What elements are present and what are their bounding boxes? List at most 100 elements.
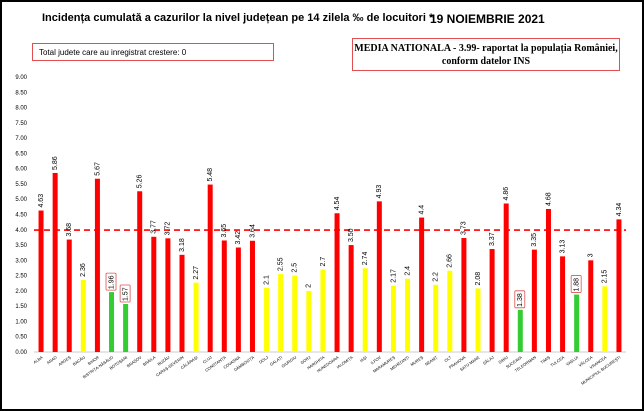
category-label: SĂLAJ bbox=[482, 355, 495, 366]
value-label: 3.72 bbox=[165, 222, 172, 236]
bar bbox=[292, 275, 298, 352]
category-label: BRĂILA bbox=[142, 355, 157, 367]
y-tick-label: 8.50 bbox=[15, 90, 27, 96]
bar bbox=[405, 278, 411, 352]
value-label: 3.50 bbox=[348, 228, 355, 242]
value-label: 5.67 bbox=[94, 162, 101, 176]
value-label: 3.42 bbox=[235, 231, 242, 245]
bar bbox=[475, 288, 481, 352]
value-label: 4.63 bbox=[38, 194, 45, 208]
bar bbox=[151, 236, 157, 352]
bar bbox=[249, 240, 255, 352]
bar bbox=[123, 304, 129, 352]
value-label: 3.37 bbox=[489, 232, 496, 246]
value-label: 3.13 bbox=[559, 240, 566, 254]
chart-axes: 0.00 0.50 1.00 1.50 2.00 2.50 3.00 3.50 4.00 4.50… bbox=[15, 75, 626, 356]
category-label: OLT bbox=[443, 354, 452, 363]
category-label: SIBIU bbox=[497, 355, 509, 365]
y-tick-label: 6.00 bbox=[15, 167, 27, 173]
category-label: GIURGIU bbox=[280, 355, 297, 369]
category-label: ARAD bbox=[46, 355, 58, 366]
bar bbox=[179, 254, 185, 352]
value-label: 2.5 bbox=[292, 263, 299, 273]
bar bbox=[334, 213, 340, 352]
bar bbox=[588, 260, 594, 352]
growth-summary-box: Total judete care au inregistrat crester… bbox=[32, 43, 274, 61]
value-label: 1.96 bbox=[108, 275, 115, 289]
bar bbox=[362, 268, 368, 352]
y-tick-label: 7.00 bbox=[15, 136, 27, 142]
category-label: DOLJ bbox=[258, 355, 269, 365]
bar bbox=[278, 274, 284, 352]
category-label: NEAMȚ bbox=[424, 354, 439, 366]
chart-value-labels: 4.63 5.86 3.68 2.36 5.67 1.96 1.57 5.26 3.77 3.72… bbox=[38, 156, 623, 309]
value-label: 3.77 bbox=[151, 220, 158, 234]
category-label: IALOMIȚA bbox=[336, 355, 354, 370]
bar bbox=[193, 282, 199, 352]
value-label-box bbox=[105, 272, 117, 291]
value-label: 2.27 bbox=[193, 266, 200, 280]
bar bbox=[221, 240, 227, 352]
category-label: BUZĂU bbox=[157, 355, 171, 367]
bar bbox=[94, 178, 100, 352]
bar bbox=[52, 172, 58, 352]
value-label: 1.38 bbox=[517, 293, 524, 307]
value-label: 2.2 bbox=[433, 272, 440, 282]
bar bbox=[545, 209, 551, 352]
y-tick-label: 7.50 bbox=[15, 121, 27, 127]
y-tick-label: 1.00 bbox=[15, 319, 27, 325]
value-label: 4.86 bbox=[503, 187, 510, 201]
category-label: TIMIȘ bbox=[539, 355, 551, 365]
bar bbox=[66, 239, 72, 352]
value-label: 2.17 bbox=[390, 269, 397, 283]
value-label: 2.66 bbox=[447, 254, 454, 268]
bar bbox=[348, 245, 354, 352]
category-label: MUREȘ bbox=[409, 355, 424, 368]
bar bbox=[433, 284, 439, 352]
bar bbox=[390, 285, 396, 352]
bar bbox=[137, 191, 143, 352]
national-average-line2: conform datelor INS bbox=[441, 56, 531, 67]
bar bbox=[320, 269, 326, 352]
value-label: 2.15 bbox=[602, 270, 609, 284]
category-label: ILFOV bbox=[370, 355, 383, 366]
value-label: 4.4 bbox=[418, 205, 425, 215]
category-label: BIHOR bbox=[87, 355, 100, 366]
y-tick-label: 8.00 bbox=[15, 106, 27, 112]
bar bbox=[517, 309, 523, 352]
value-label-box bbox=[570, 275, 582, 293]
value-label: 4.34 bbox=[616, 203, 623, 217]
bar bbox=[419, 217, 425, 352]
y-tick-label: 3.00 bbox=[15, 258, 27, 264]
category-label: ALBA bbox=[32, 355, 44, 365]
y-tick-label: 4.50 bbox=[15, 213, 27, 219]
bar bbox=[235, 247, 241, 352]
bar bbox=[560, 256, 566, 352]
value-label: 4.54 bbox=[334, 197, 341, 211]
value-label: 3.18 bbox=[179, 238, 186, 252]
chart-title: Incidența cumulată a cazurilor la nivel … bbox=[42, 12, 434, 24]
y-tick-label: 2.50 bbox=[15, 274, 27, 280]
value-label: 2.55 bbox=[278, 257, 285, 271]
y-tick-label: 3.50 bbox=[15, 243, 27, 249]
y-tick-label: 4.00 bbox=[15, 228, 27, 234]
bar bbox=[38, 210, 44, 352]
bar bbox=[602, 286, 608, 352]
value-label: 2.36 bbox=[80, 263, 87, 277]
chart-bars bbox=[38, 172, 622, 352]
value-label-box bbox=[514, 290, 526, 309]
category-label: ARGEȘ bbox=[57, 355, 72, 367]
y-tick-label: 0.50 bbox=[15, 335, 27, 341]
y-tick-label: 2.00 bbox=[15, 289, 27, 295]
value-label: 4.68 bbox=[545, 192, 552, 206]
bar bbox=[306, 290, 312, 352]
bar bbox=[503, 203, 509, 352]
category-label: BACĂU bbox=[72, 355, 86, 367]
value-label: 2.7 bbox=[320, 257, 327, 267]
value-label: 2 bbox=[306, 284, 313, 288]
bar bbox=[264, 287, 270, 352]
value-label: 5.86 bbox=[52, 156, 59, 170]
value-label: 3.73 bbox=[461, 221, 468, 235]
